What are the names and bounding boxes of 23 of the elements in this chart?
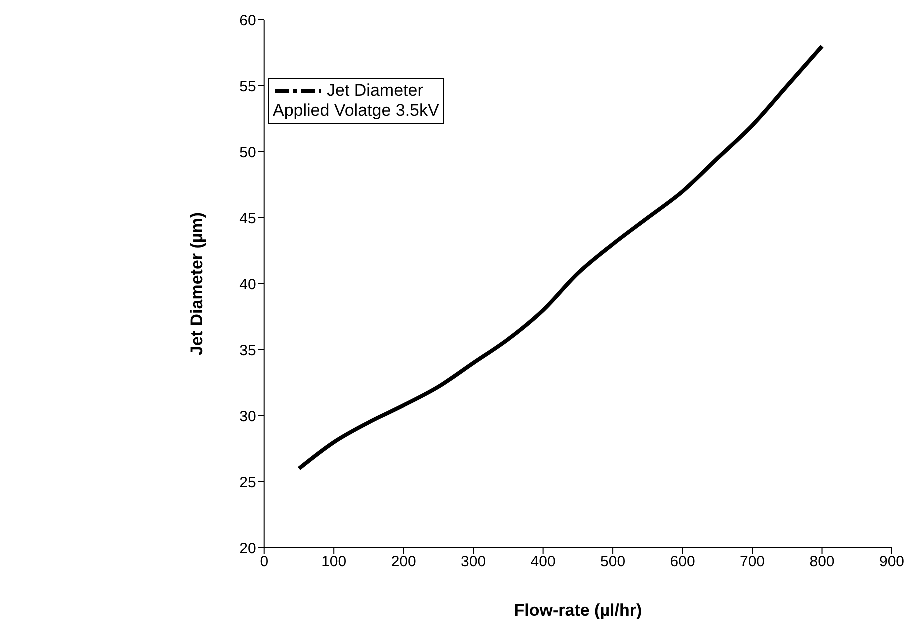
x-tick-label: 500 (600, 554, 626, 571)
x-tick-label: 400 (530, 554, 556, 571)
legend-label: Jet Diameter (327, 81, 424, 101)
y-tick-label: 20 (240, 540, 256, 558)
y-tick-label: 45 (240, 210, 256, 228)
y-tick-label: 35 (240, 342, 256, 360)
y-tick-label: 40 (240, 276, 256, 294)
x-tick-label: 700 (740, 554, 766, 571)
x-tick-label: 900 (879, 554, 905, 571)
y-tick-label: 60 (240, 12, 256, 30)
y-tick-label: 50 (240, 144, 256, 162)
y-tick-label: 25 (240, 474, 256, 492)
x-tick-label: 800 (810, 554, 835, 571)
x-tick-label: 300 (461, 554, 486, 571)
annotation: Applied Volatge 3.5kV (273, 101, 440, 121)
x-tick-label: 0 (260, 554, 269, 571)
x-axis-title: Flow-rate (µl/hr) (514, 601, 642, 620)
y-tick-label: 55 (240, 78, 256, 96)
x-tick-label: 100 (322, 554, 347, 571)
y-axis-title: Jet Diameter (µm) (187, 212, 206, 356)
x-tick-label: 200 (391, 554, 416, 571)
y-tick-label: 30 (240, 408, 256, 426)
x-tick-label: 600 (670, 554, 696, 571)
